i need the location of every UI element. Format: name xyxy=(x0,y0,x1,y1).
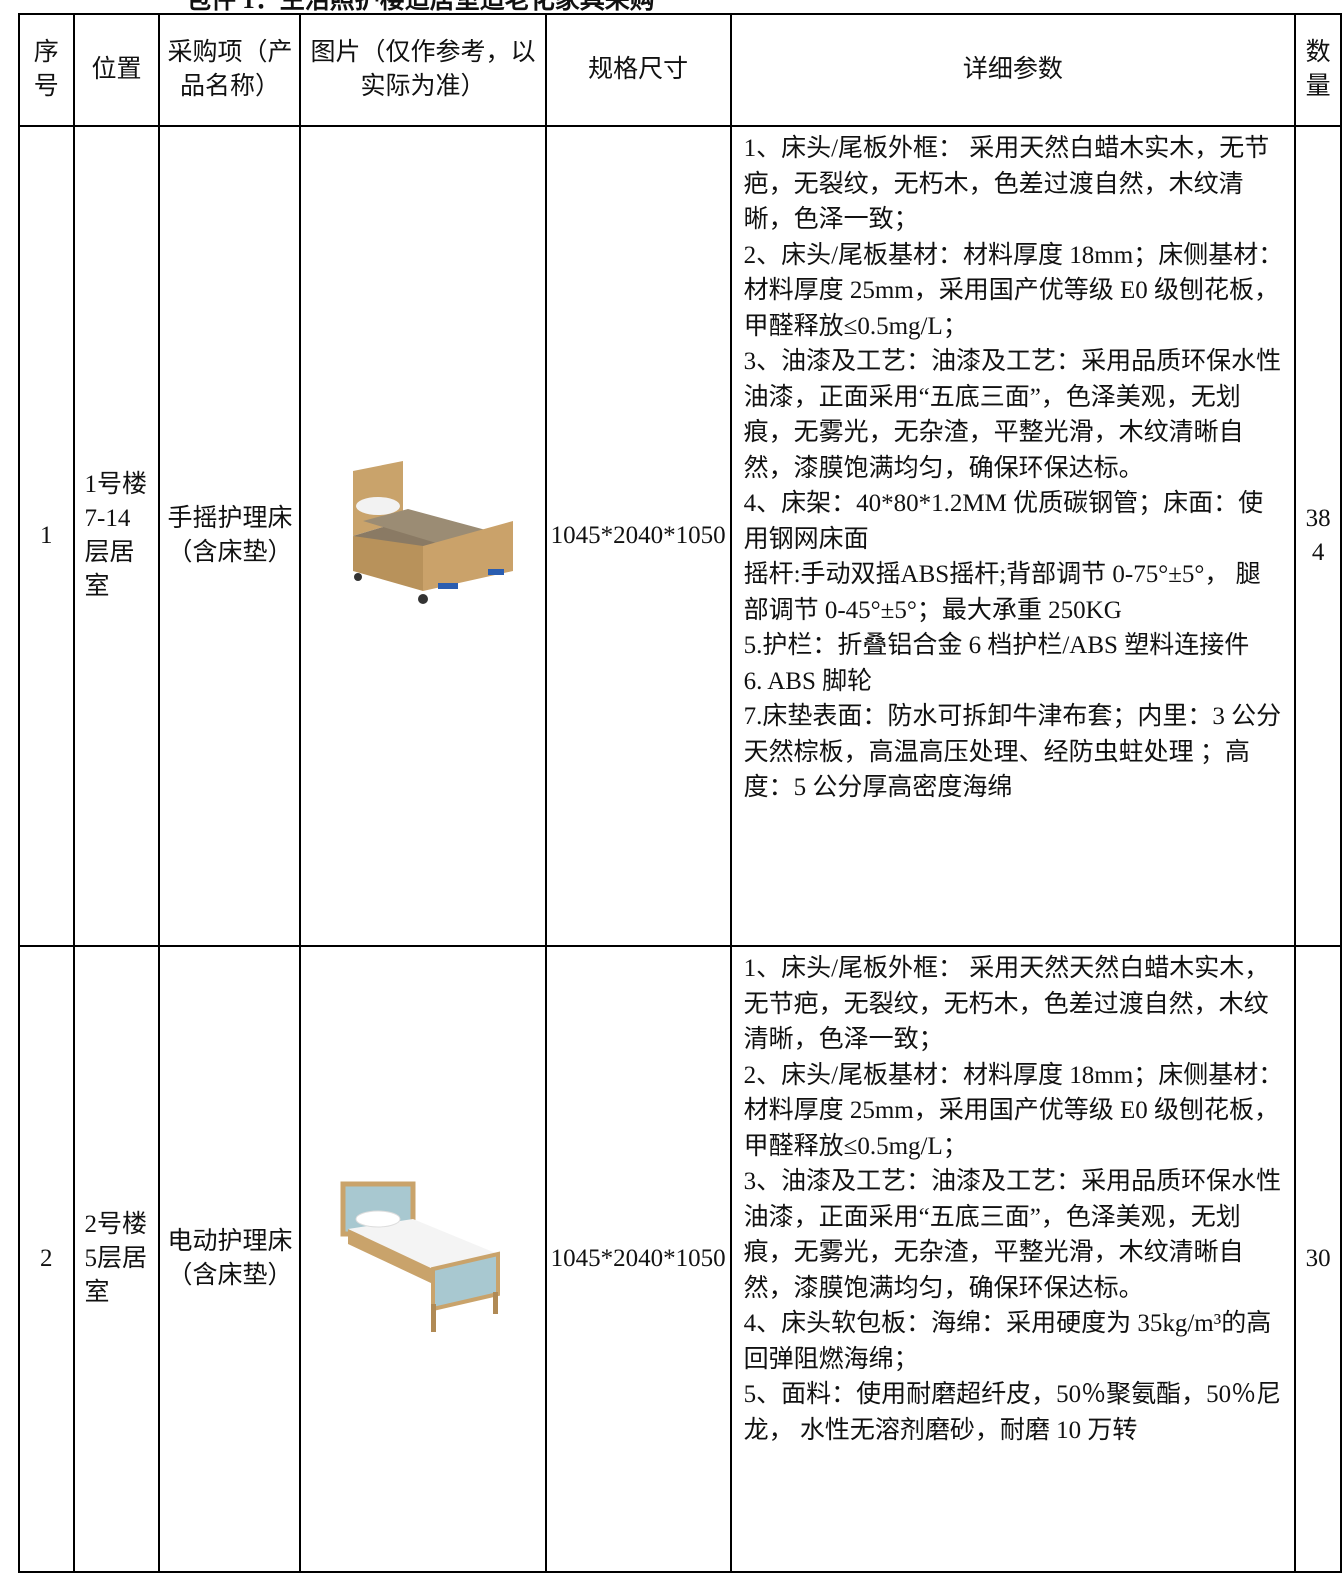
params-cell: 1、床头/尾板外框： 采用天然白蜡木实木，无节疤，无裂纹，无朽木，色差过渡自然，… xyxy=(729,125,1297,947)
header-cell: 位置 xyxy=(72,13,161,127)
param-line: 4、床头软包板：海绵：采用硬度为 35kg/m³的高回弹阻燃海绵； xyxy=(743,1310,1272,1373)
param-line: 6. ABS 脚轮 xyxy=(743,667,873,695)
header-cell: 图片（仅作参考，以实际为准） xyxy=(299,13,547,127)
header-cell: 数量 xyxy=(1294,13,1342,127)
header-cell: 序号 xyxy=(18,13,75,127)
index-cell: 1 xyxy=(18,125,75,947)
param-line: 摇杆:手动双摇ABS摇杆;背部调节 0-75°±5°， 腿部调节 0-45°±5… xyxy=(743,561,1261,624)
quantity-cell: 384 xyxy=(1294,125,1342,947)
header-cell: 详细参数 xyxy=(729,13,1297,127)
param-line: 2、床头/尾板基材：材料厚度 18mm；床侧基材：材料厚度 25mm，采用国产优… xyxy=(743,241,1284,340)
image-cell xyxy=(299,125,547,947)
param-line: 3、油漆及工艺：油漆及工艺：采用品质环保水性油漆，正面采用“五底三面”，色泽美观… xyxy=(743,348,1282,482)
param-line: 7.床垫表面：防水可拆卸牛津布套；内里：3 公分天然棕板，高温高压处理、经防虫蛀… xyxy=(743,703,1282,801)
table-row: 2 2号楼5层居室 电动护理床（含床垫） 1045*2040*1050 1、床头… xyxy=(18,945,1342,1573)
table-row: 1 1号楼7-14层居室 手摇护理床（含床垫） 1045*2040*1050 1… xyxy=(18,125,1342,947)
item-cell: 电动护理床（含床垫） xyxy=(158,945,302,1573)
header-cell: 规格尺寸 xyxy=(544,13,732,127)
params-cell: 1、床头/尾板外框： 采用天然天然白蜡木实木，无节疤，无裂纹，无朽木，色差过渡自… xyxy=(729,945,1297,1573)
item-cell: 手摇护理床（含床垫） xyxy=(158,125,302,947)
index-cell: 2 xyxy=(18,945,75,1573)
param-line: 2、床头/尾板基材：材料厚度 18mm；床侧基材：材料厚度 25mm，采用国产优… xyxy=(743,1061,1284,1160)
param-line: 1、床头/尾板外框： 采用天然天然白蜡木实木，无节疤，无裂纹，无朽木，色差过渡自… xyxy=(743,955,1270,1053)
header-cell: 采购项（产品名称） xyxy=(158,13,302,127)
page: {"header": {"title": "包件 1：生活照护楼适居室适老化家具… xyxy=(18,0,1342,1573)
param-line: 3、油漆及工艺：油漆及工艺：采用品质环保水性油漆，正面采用“五底三面”，色泽美观… xyxy=(743,1168,1282,1302)
param-line: 5、面料：使用耐磨超纤皮，50％聚氨酯，50％尼龙， 水性无溶剂磨砂，耐磨 10… xyxy=(743,1381,1282,1444)
location-cell: 1号楼7-14层居室 xyxy=(72,125,161,947)
param-line: 5.护栏：折叠铝合金 6 档护栏/ABS 塑料连接件 xyxy=(743,632,1250,659)
size-cell: 1045*2040*1050 xyxy=(544,125,732,947)
caption: 包件 1：生活照护楼适居室适老化家具采购 xyxy=(186,0,655,14)
image-cell xyxy=(299,945,547,1573)
size-cell: 1045*2040*1050 xyxy=(544,945,732,1573)
location-cell: 2号楼5层居室 xyxy=(72,945,161,1573)
param-line: 1、床头/尾板外框： 采用天然白蜡木实木，无节疤，无裂纹，无朽木，色差过渡自然，… xyxy=(743,135,1270,233)
bed-image xyxy=(353,461,514,604)
quantity-cell: 30 xyxy=(1294,945,1342,1573)
bed-image xyxy=(340,1181,501,1332)
spec-table: 序号 位置 采购项（产品名称） 图片（仅作参考，以实际为准） 规格尺寸 详细参数… xyxy=(18,13,1342,1573)
header-row: 序号 位置 采购项（产品名称） 图片（仅作参考，以实际为准） 规格尺寸 详细参数… xyxy=(18,13,1342,127)
param-line: 4、床架：40*80*1.2MM 优质碳钢管；床面：使用钢网床面 xyxy=(743,490,1264,553)
